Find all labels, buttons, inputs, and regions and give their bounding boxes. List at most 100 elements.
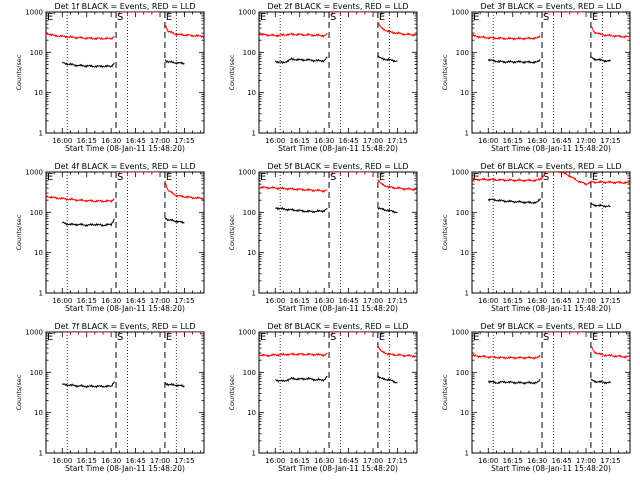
y-axis-label: Counts/sec [15, 214, 23, 250]
panel-title: Det 2f BLACK = Events, RED = LLD [267, 2, 408, 11]
y-tick-label: 1000 [25, 169, 43, 177]
x-tick-label: 16:00 [52, 297, 72, 305]
event-marker-label: E [47, 172, 53, 183]
x-axis-label: Start Time (08-Jan-11 15:48:20) [491, 464, 611, 473]
y-tick-label: 100 [456, 369, 469, 377]
y-axis-label: Counts/sec [441, 214, 449, 250]
x-tick-label: 17:15 [387, 297, 407, 305]
y-tick-label: 100 [30, 209, 43, 217]
x-tick-label: 16:45 [338, 297, 358, 305]
y-tick-label: 1 [465, 130, 469, 138]
x-tick-label: 16:45 [551, 137, 571, 145]
y-tick-label: 10 [34, 89, 43, 97]
detector-panel-6: Det 6f BLACK = Events, RED = LLD 1 10 100 10… [441, 162, 631, 313]
x-tick-label: 16:30 [314, 457, 334, 465]
x-tick-label: 17:15 [174, 137, 194, 145]
series-group [472, 12, 630, 65]
events-series-line [590, 378, 611, 385]
y-axis-label: Counts/sec [228, 54, 236, 90]
panel-title: Det 4f BLACK = Events, RED = LLD [54, 162, 195, 171]
x-tick-label: 17:15 [387, 137, 407, 145]
y-tick-label: 10 [34, 249, 43, 257]
x-tick-label: 17:15 [174, 457, 194, 465]
event-marker-label: S [543, 332, 549, 343]
events-series-line [377, 375, 398, 384]
x-tick-label: 16:00 [265, 457, 285, 465]
detector-panel-8: Det 8f BLACK = Events, RED = LLD 1 10 100 10… [228, 322, 418, 473]
lld-series-line [164, 24, 204, 39]
y-tick-label: 100 [243, 369, 256, 377]
x-axis-label: Start Time (08-Jan-11 15:48:20) [278, 144, 398, 153]
x-axis-label: Start Time (08-Jan-11 15:48:20) [65, 304, 185, 313]
event-marker-label: E [379, 172, 385, 183]
x-tick-label: 16:15 [503, 457, 523, 465]
event-marker-label: S [117, 172, 123, 183]
lld-series-line [377, 179, 417, 192]
y-tick-label: 10 [460, 89, 469, 97]
x-tick-label: 17:00 [150, 457, 170, 465]
lld-series-line [377, 346, 417, 359]
series-group [259, 332, 417, 384]
event-marker-label: E [473, 332, 479, 343]
event-marker-label: S [543, 12, 549, 23]
series-group [472, 332, 630, 385]
events-series-line [590, 202, 611, 209]
event-marker-label: E [379, 12, 385, 23]
y-tick-label: 10 [460, 249, 469, 257]
y-axis-label: Counts/sec [441, 374, 449, 410]
x-tick-label: 16:15 [77, 457, 97, 465]
y-axis-label: Counts/sec [15, 54, 23, 90]
lld-series-line [259, 352, 328, 358]
events-series-line [274, 206, 328, 214]
event-marker-label: E [592, 172, 598, 183]
panel-title: Det 5f BLACK = Events, RED = LLD [267, 162, 408, 171]
events-series-line [377, 206, 398, 214]
x-tick-label: 16:15 [77, 297, 97, 305]
detector-panel-5: Det 5f BLACK = Events, RED = LLD 1 10 100 10… [228, 162, 418, 313]
detector-panel-7: Det 7f BLACK = Events, RED = LLD 1 10 100 10… [15, 322, 205, 473]
series-group [472, 172, 630, 209]
event-marker-label: E [47, 332, 53, 343]
x-tick-label: 16:30 [527, 457, 547, 465]
x-tick-label: 17:15 [174, 297, 194, 305]
x-tick-label: 17:00 [363, 137, 383, 145]
lld-series-line [259, 185, 328, 193]
x-axis-label: Start Time (08-Jan-11 15:48:20) [491, 304, 611, 313]
x-tick-label: 16:30 [101, 457, 121, 465]
x-tick-label: 16:45 [125, 457, 145, 465]
events-series-line [487, 58, 541, 65]
lld-series-line [590, 25, 630, 39]
y-tick-label: 1 [252, 450, 256, 458]
plot-frame [471, 171, 631, 294]
event-marker-label: E [47, 12, 53, 23]
x-tick-label: 16:00 [478, 457, 498, 465]
lld-series-line [472, 353, 541, 360]
series-group [61, 332, 204, 389]
x-tick-label: 16:00 [478, 137, 498, 145]
event-marker-label: S [543, 172, 549, 183]
y-tick-label: 1 [39, 450, 43, 458]
events-series-line [61, 218, 115, 228]
lld-series-line [590, 345, 630, 359]
x-axis-label: Start Time (08-Jan-11 15:48:20) [278, 304, 398, 313]
x-tick-label: 16:00 [265, 137, 285, 145]
x-axis-label: Start Time (08-Jan-11 15:48:20) [491, 144, 611, 153]
y-axis-label: Counts/sec [15, 374, 23, 410]
x-tick-label: 17:15 [600, 297, 620, 305]
series-group [259, 12, 417, 64]
y-tick-label: 1 [252, 290, 256, 298]
event-marker-label: E [260, 12, 266, 23]
detector-panel-1: Det 1f BLACK = Events, RED = LLD 1 10 100 10… [15, 2, 205, 153]
detector-panel-3: Det 3f BLACK = Events, RED = LLD 1 10 100 10… [441, 2, 631, 153]
x-tick-label: 16:30 [314, 297, 334, 305]
panel-title: Det 3f BLACK = Events, RED = LLD [480, 2, 621, 11]
plot-frame [258, 11, 418, 134]
panel-title: Det 1f BLACK = Events, RED = LLD [54, 2, 195, 11]
x-tick-label: 16:15 [290, 457, 310, 465]
y-tick-label: 1000 [451, 329, 469, 337]
lld-series-line [46, 194, 115, 204]
x-tick-label: 17:00 [576, 137, 596, 145]
x-axis-label: Start Time (08-Jan-11 15:48:20) [65, 144, 185, 153]
x-tick-label: 16:00 [52, 137, 72, 145]
